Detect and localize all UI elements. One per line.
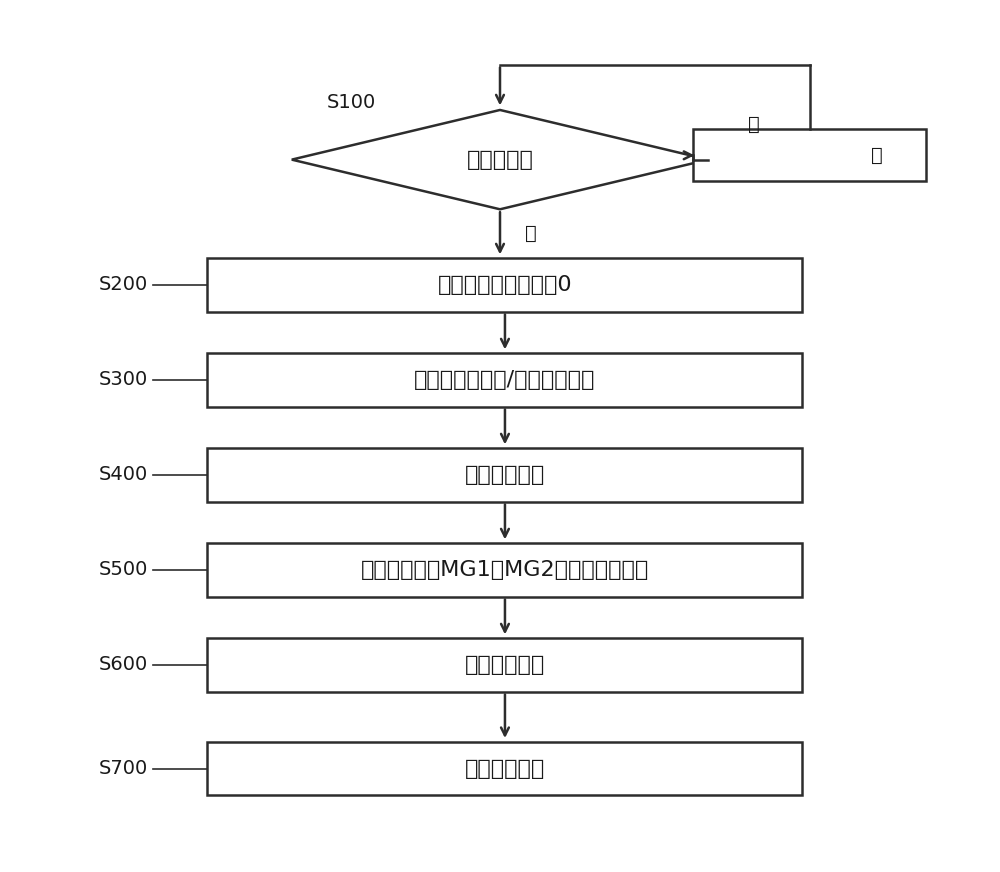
Bar	[207, 742, 802, 795]
Text: 电动机转矩被控制为0: 电动机转矩被控制为0	[438, 275, 572, 295]
Text: 关断模式执行: 关断模式执行	[465, 759, 545, 779]
Bar	[207, 638, 802, 691]
Text: S400: S400	[99, 466, 148, 484]
Text: S700: S700	[99, 759, 148, 778]
Text: S300: S300	[99, 371, 148, 390]
Text: 否: 否	[748, 115, 760, 133]
Text: S600: S600	[99, 656, 148, 674]
Polygon shape	[292, 110, 708, 209]
Bar	[207, 448, 802, 501]
Text: 放电控制结束: 放电控制结束	[465, 655, 545, 675]
Bar	[693, 129, 926, 181]
Text: 高压电池的输入/输出电力切断: 高压电池的输入/输出电力切断	[414, 370, 596, 390]
Text: S500: S500	[99, 561, 148, 579]
Bar	[207, 258, 802, 311]
Text: 通过电动机（MG1、MG2）进行放电控制: 通过电动机（MG1、MG2）进行放电控制	[361, 560, 649, 580]
Bar	[207, 353, 802, 406]
Text: S200: S200	[99, 276, 148, 295]
Text: 点火关闭？: 点火关闭？	[467, 150, 533, 170]
Text: S100: S100	[326, 93, 376, 112]
Text: 否: 否	[871, 146, 883, 165]
Text: 放电开关接通: 放电开关接通	[465, 465, 545, 485]
Bar	[207, 543, 802, 596]
Text: 是: 是	[525, 224, 537, 243]
